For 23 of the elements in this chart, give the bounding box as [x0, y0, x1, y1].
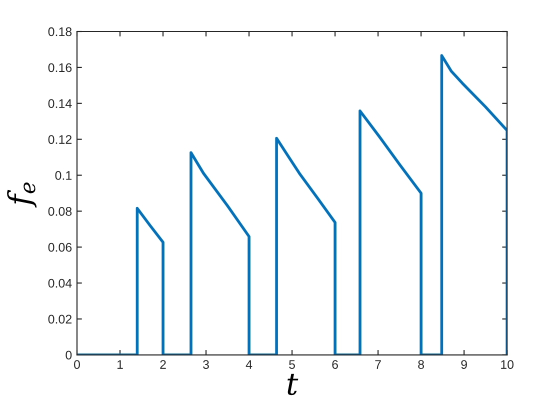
y-tick-label: 0.16: [48, 63, 72, 72]
x-tick-label: 4: [246, 360, 252, 369]
x-tick-label: 9: [461, 360, 467, 369]
x-tick-label: 5: [289, 360, 295, 369]
x-axis-title: t: [288, 374, 298, 396]
y-tick-label: 0.06: [48, 242, 72, 252]
x-tick-label: 0: [74, 360, 80, 369]
x-tick-label: 1: [117, 360, 123, 369]
y-tick-label: 0.18: [48, 27, 72, 36]
y-tick-label: 0.08: [48, 206, 72, 216]
x-tick-label: 6: [332, 360, 338, 369]
x-tick-label: 10: [501, 360, 514, 369]
x-tick-label: 7: [375, 360, 381, 369]
y-tick-label: 0.04: [48, 278, 72, 288]
y-tick-label: 0.12: [48, 135, 72, 144]
y-tick-label: 0.1: [55, 171, 72, 180]
y-axis-title: f$_{e}$: [7, 182, 37, 208]
x-tick-label: 3: [203, 360, 209, 369]
y-tick-label: 0.02: [48, 314, 72, 324]
x-tick-label: 2: [160, 360, 166, 369]
x-tick-label: 8: [418, 360, 424, 369]
y-tick-label: 0.14: [48, 99, 72, 108]
y-tick-label: 0: [66, 350, 72, 360]
